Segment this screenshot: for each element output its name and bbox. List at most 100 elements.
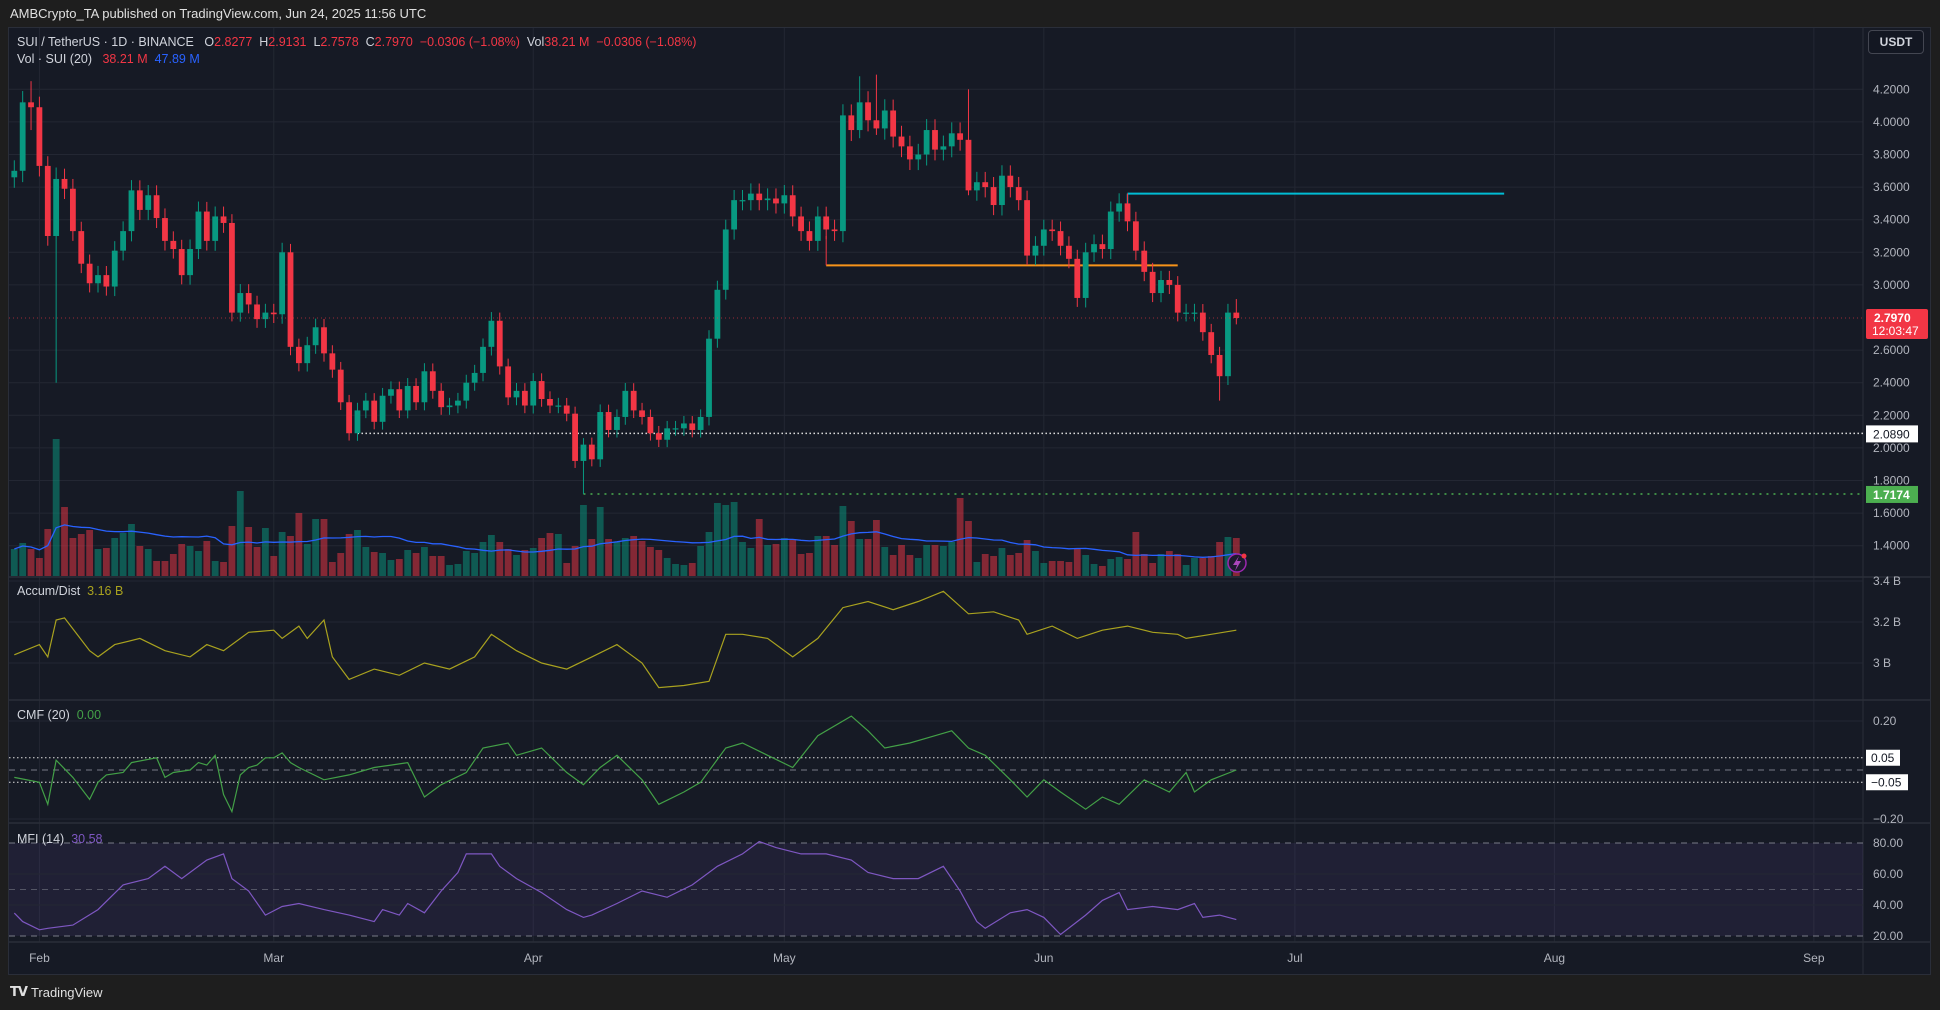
candle-body[interactable] <box>36 107 43 166</box>
candle-body[interactable] <box>245 293 252 305</box>
candle-body[interactable] <box>1116 203 1123 212</box>
candle-body[interactable] <box>639 410 645 417</box>
candle-body[interactable] <box>1149 271 1156 294</box>
candle-body[interactable] <box>95 275 101 284</box>
candle-body[interactable] <box>321 327 327 354</box>
candle-body[interactable] <box>120 231 127 251</box>
candle-body[interactable] <box>195 211 202 250</box>
candle-body[interactable] <box>630 390 637 411</box>
candle-body[interactable] <box>455 400 461 406</box>
candle-body[interactable] <box>990 187 997 206</box>
candle-body[interactable] <box>404 385 411 411</box>
candle-body[interactable] <box>237 293 244 313</box>
candle-body[interactable] <box>1233 312 1240 318</box>
candle-body[interactable] <box>212 216 219 241</box>
candle-body[interactable] <box>823 216 830 230</box>
candle-body[interactable] <box>773 198 779 204</box>
candle-body[interactable] <box>1191 312 1198 314</box>
candle-body[interactable] <box>1225 312 1231 377</box>
candle-body[interactable] <box>848 115 855 131</box>
candle-body[interactable] <box>145 195 152 210</box>
candle-body[interactable] <box>1107 211 1114 250</box>
candle-body[interactable] <box>756 193 763 201</box>
candle-body[interactable] <box>789 195 796 217</box>
candle-body[interactable] <box>379 395 386 422</box>
candle-body[interactable] <box>563 405 570 414</box>
candle-body[interactable] <box>1015 187 1022 201</box>
candle-body[interactable] <box>1132 221 1139 251</box>
mfi-legend[interactable]: MFI (14) 30.58 <box>17 832 102 846</box>
candle-body[interactable] <box>1166 280 1173 285</box>
candle-body[interactable] <box>254 304 260 320</box>
candle-body[interactable] <box>1158 280 1164 294</box>
candle-body[interactable] <box>731 200 738 230</box>
candle-body[interactable] <box>229 222 235 313</box>
candle-body[interactable] <box>538 381 545 399</box>
candle-body[interactable] <box>1124 203 1131 222</box>
candle-body[interactable] <box>664 428 671 440</box>
candle-body[interactable] <box>722 229 729 290</box>
candle-body[interactable] <box>438 390 445 408</box>
candle-body[interactable] <box>1099 244 1106 250</box>
candle-body[interactable] <box>1199 312 1206 333</box>
candle-body[interactable] <box>915 154 922 160</box>
candle-body[interactable] <box>906 146 913 160</box>
candle-body[interactable] <box>480 346 486 373</box>
candle-body[interactable] <box>672 428 679 430</box>
candle-body[interactable] <box>806 231 813 241</box>
candle-body[interactable] <box>932 130 938 150</box>
candle-body[interactable] <box>11 170 18 178</box>
candle-body[interactable] <box>488 320 495 347</box>
candle-body[interactable] <box>1024 200 1030 256</box>
candle-body[interactable] <box>103 275 110 287</box>
candle-body[interactable] <box>1049 229 1056 232</box>
candle-body[interactable] <box>597 412 604 460</box>
cmf-legend[interactable]: CMF (20) 0.00 <box>17 708 101 722</box>
candle-body[interactable] <box>1082 252 1089 298</box>
candle-body[interactable] <box>689 423 696 430</box>
candle-body[interactable] <box>295 346 302 364</box>
candle-body[interactable] <box>19 102 26 171</box>
candle-body[interactable] <box>371 400 378 422</box>
candle-body[interactable] <box>580 444 587 461</box>
candle-body[interactable] <box>999 175 1005 206</box>
candle-body[interactable] <box>614 416 620 430</box>
candle-body[interactable] <box>948 133 955 147</box>
candle-body[interactable] <box>429 371 436 391</box>
candle-body[interactable] <box>865 102 871 121</box>
candle-body[interactable] <box>605 412 612 430</box>
candle-body[interactable] <box>136 190 143 210</box>
candle-body[interactable] <box>471 372 478 383</box>
candle-body[interactable] <box>982 182 989 188</box>
candle-body[interactable] <box>78 231 85 264</box>
candle-body[interactable] <box>957 133 964 140</box>
volume-indicator-name[interactable]: Vol · SUI (20) <box>17 52 93 66</box>
candle-body[interactable] <box>61 178 68 189</box>
candle-body[interactable] <box>312 327 319 346</box>
candle-body[interactable] <box>187 249 193 276</box>
candle-body[interactable] <box>128 190 135 232</box>
candle-body[interactable] <box>706 338 712 417</box>
candle-body[interactable] <box>513 390 520 398</box>
candle-body[interactable] <box>220 216 227 223</box>
candle-body[interactable] <box>446 405 453 408</box>
candle-body[interactable] <box>898 136 905 147</box>
candle-body[interactable] <box>496 320 503 367</box>
candle-body[interactable] <box>28 102 34 108</box>
candle-body[interactable] <box>337 369 344 403</box>
candle-body[interactable] <box>162 218 168 241</box>
candle-body[interactable] <box>463 382 470 401</box>
candle-body[interactable] <box>153 195 160 219</box>
candle-body[interactable] <box>890 110 897 137</box>
candle-body[interactable] <box>747 193 754 201</box>
candle-body[interactable] <box>1040 229 1047 246</box>
candle-body[interactable] <box>739 200 746 202</box>
candle-body[interactable] <box>178 249 185 276</box>
candle-body[interactable] <box>572 413 578 461</box>
candle-body[interactable] <box>270 312 277 315</box>
candle-body[interactable] <box>388 389 394 396</box>
candle-body[interactable] <box>798 216 804 232</box>
candle-body[interactable] <box>346 402 352 434</box>
candle-body[interactable] <box>764 198 771 201</box>
candle-body[interactable] <box>354 410 361 434</box>
